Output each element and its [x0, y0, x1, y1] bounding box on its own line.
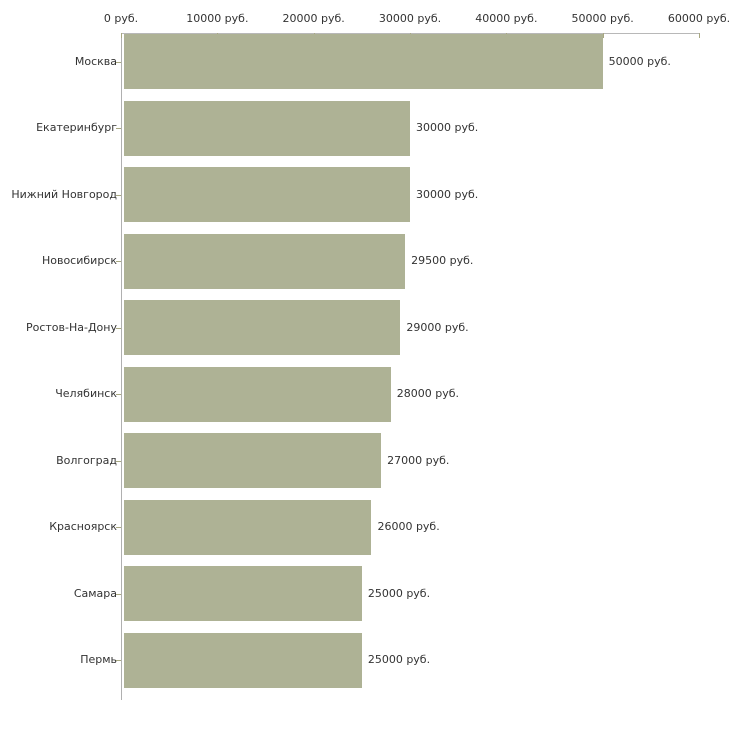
y-axis-tick: [116, 460, 121, 462]
bar-value-label: 50000 руб.: [608, 54, 671, 68]
bar[interactable]: [124, 100, 410, 156]
x-axis-tick-label: 50000 руб.: [571, 12, 634, 25]
bar[interactable]: [124, 34, 603, 89]
y-axis-tick: [116, 527, 121, 528]
bar-value-label: 26000 руб.: [377, 520, 440, 533]
bar-row: Волгоград 27000 руб.: [0, 433, 730, 488]
bar-value-label: 27000 руб.: [387, 453, 450, 467]
bar-row: Екатеринбург 30000 руб.: [0, 100, 730, 156]
bar-row: Челябинск 28000 руб.: [0, 366, 730, 422]
y-axis-tick: [116, 61, 121, 63]
y-axis-category-label: Челябинск: [55, 387, 117, 400]
bar-row: Самара 25000 руб.: [0, 566, 730, 621]
y-axis-category-label: Красноярск: [49, 520, 117, 533]
bar[interactable]: [124, 632, 362, 688]
y-axis-tick: [116, 660, 121, 661]
y-axis-category-label: Екатеринбург: [36, 121, 117, 134]
x-axis-tick-label: 20000 руб.: [282, 12, 345, 25]
bar-row: Новосибирск 29500 руб.: [0, 233, 730, 289]
bar-row: Красноярск 26000 руб.: [0, 499, 730, 555]
y-axis-category-label: Ростов-На-Дону: [25, 320, 117, 334]
y-axis-tick: [116, 128, 121, 129]
bar-value-label: 25000 руб.: [367, 653, 431, 666]
x-axis-tick-label: 30000 руб.: [378, 12, 442, 25]
x-axis-tick: [699, 33, 700, 38]
y-axis-line: [121, 33, 122, 700]
bar[interactable]: [124, 167, 410, 222]
bar-row: Москва 50000 руб.: [0, 34, 730, 89]
y-axis-tick: [116, 394, 121, 395]
bar-row: Пермь 25000 руб.: [0, 632, 730, 688]
bar-value-label: 29500 руб.: [411, 254, 474, 267]
x-axis-tick-label: 0 руб.: [103, 12, 139, 25]
y-axis-category-label: Нижний Новгород: [11, 187, 117, 201]
y-axis-tick: [116, 261, 121, 262]
bar-value-label: 30000 руб.: [416, 121, 479, 134]
x-axis-tick-label: 10000 руб.: [186, 12, 249, 25]
bar-row: Ростов-На-Дону 29000 руб.: [0, 300, 730, 355]
bar-value-label: 25000 руб.: [367, 586, 431, 600]
y-axis-category-label: Новосибирск: [41, 254, 117, 267]
x-axis-tick-label: 40000 руб.: [475, 12, 538, 25]
y-axis-tick: [116, 194, 121, 196]
bar-value-label: 30000 руб.: [416, 187, 479, 201]
y-axis-category-label: Волгоград: [56, 453, 117, 467]
bar[interactable]: [124, 366, 391, 422]
bar[interactable]: [124, 499, 372, 555]
y-axis-category-label: Самара: [73, 586, 117, 600]
x-axis-tick-label: 60000 руб.: [667, 12, 730, 25]
x-axis-tick: [602, 33, 604, 38]
bar-value-label: 28000 руб.: [396, 387, 459, 400]
y-axis-category-label: Москва: [74, 54, 117, 68]
bar[interactable]: [124, 233, 406, 289]
x-axis-tick: [121, 33, 122, 38]
bar[interactable]: [124, 566, 362, 621]
y-axis-tick: [116, 327, 121, 329]
bar[interactable]: [124, 300, 401, 355]
bar[interactable]: [124, 433, 382, 488]
y-axis-category-label: Пермь: [80, 653, 117, 666]
bar-row: Нижний Новгород 30000 руб.: [0, 167, 730, 222]
y-axis-tick: [116, 593, 121, 595]
bar-value-label: 29000 руб.: [406, 320, 469, 334]
